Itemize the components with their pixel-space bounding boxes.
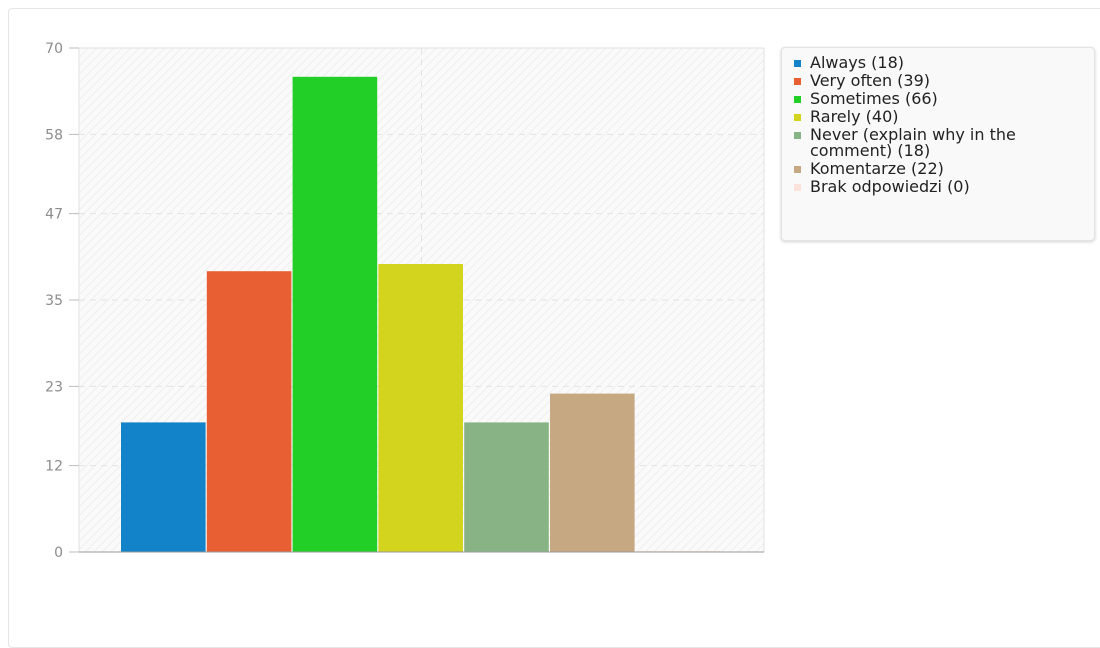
legend-swatch [794,78,801,85]
bar-2[interactable] [292,76,378,553]
legend-label: Rarely (40) [810,107,899,126]
legend-item[interactable]: Brak odpowiedzi (0) [792,179,1086,195]
legend-item[interactable]: Komentarze (22) [792,161,1086,177]
legend-swatch [794,166,801,173]
legend-swatch [794,96,801,103]
legend-swatch [794,114,801,121]
legend-label: Always (18) [810,53,905,72]
y-tick-label: 47 [45,207,63,223]
bar-chart: 0 12 23 35 47 58 70 [45,41,765,561]
y-tick-label: 12 [45,459,63,475]
legend-item[interactable]: Rarely (40) [792,109,1086,125]
bar-1[interactable] [206,271,292,552]
legend-label: Brak odpowiedzi (0) [810,177,970,196]
y-tick-label: 23 [45,379,63,395]
legend-item[interactable]: Always (18) [792,55,1086,71]
legend-label: Komentarze (22) [810,159,944,178]
y-tick-label: 35 [45,293,63,309]
y-tick-label: 70 [45,41,63,57]
y-tick-label: 58 [45,127,63,143]
legend-item[interactable]: Never (explain why in the comment) (18) [792,127,1086,159]
legend-item[interactable]: Sometimes (66) [792,91,1086,107]
legend-item[interactable]: Very often (39) [792,73,1086,89]
legend-label: Never (explain why in the comment) (18) [810,125,1016,160]
legend-swatch [794,184,801,191]
chart-legend: Always (18) Very often (39) Sometimes (66)… [781,47,1095,241]
bar-0[interactable] [121,422,206,552]
legend-label: Very often (39) [810,71,931,90]
bar-4[interactable] [464,422,549,552]
legend-swatch [794,132,801,139]
bar-3[interactable] [378,264,463,552]
y-tick-label: 0 [54,545,63,561]
legend-label: Sometimes (66) [810,89,938,108]
legend-swatch [794,60,801,67]
bar-5[interactable] [550,393,635,552]
